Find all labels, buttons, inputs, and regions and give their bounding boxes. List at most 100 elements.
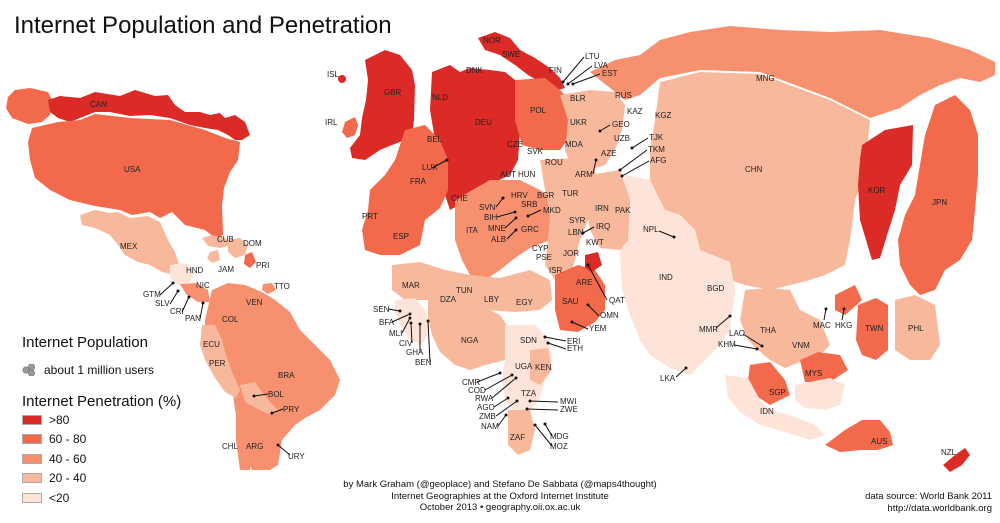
label-nic: NIC (196, 281, 210, 290)
label-lux: LUX (422, 163, 438, 172)
legend-class-label: >80 (49, 412, 70, 427)
label-sgp: SGP (769, 388, 786, 397)
label-ven: VEN (246, 298, 263, 307)
country-tur-region (540, 158, 600, 280)
label-nld: NLD (432, 93, 448, 102)
label-lby: LBY (484, 295, 500, 304)
country-gbr (350, 50, 415, 160)
credits-authors: by Mark Graham (@geoplace) and Stefano D… (343, 479, 657, 490)
legend-population-item: about 1 million users (22, 363, 181, 377)
legend-class-label: 40 - 60 (49, 451, 87, 466)
label-sen: SEN (373, 305, 390, 314)
label-pri: PRI (256, 261, 269, 270)
label-cze: CZE (507, 140, 523, 149)
swatch-40-60 (22, 453, 42, 464)
country-dom (228, 238, 248, 258)
label-mys: MYS (805, 369, 822, 378)
label-mli: MLI (389, 329, 402, 338)
label-zwe: ZWE (560, 405, 578, 414)
legend-population-heading: Internet Population (22, 334, 148, 351)
label-zmb: ZMB (479, 412, 496, 421)
label-lao: LAO (729, 329, 745, 338)
label-phl: PHL (908, 324, 924, 333)
label-kor: KOR (868, 186, 886, 195)
label-dza: DZA (440, 295, 457, 304)
label-blr: BLR (570, 94, 586, 103)
label-alb: ALB (491, 235, 506, 244)
country-irl (342, 117, 358, 138)
country-phl (895, 295, 940, 360)
label-ita: ITA (466, 226, 479, 235)
country-alaska (6, 88, 52, 124)
label-kgz: KGZ (655, 111, 672, 120)
swatch-20-40 (22, 473, 42, 484)
country-pol-rus-west (515, 78, 575, 150)
label-nor: NOR (483, 36, 501, 45)
label-sdn: SDN (520, 336, 537, 345)
hex-cluster-icon (22, 364, 35, 376)
label-ben: BEN (415, 358, 432, 367)
label-kaz: KAZ (627, 107, 643, 116)
country-usa (28, 114, 240, 238)
label-bol: BOL (268, 390, 285, 399)
swatch-over-80 (22, 414, 42, 425)
label-rou: ROU (545, 158, 563, 167)
label-egy: EGY (516, 298, 534, 307)
country-east-europe (560, 90, 625, 170)
country-hkg (835, 285, 862, 315)
legend-class-label: <20 (49, 490, 70, 505)
label-tkm: TKM (648, 145, 665, 154)
label-slv: SLV (155, 299, 170, 308)
credits-institute: Internet Geographies at the Oxford Inter… (391, 490, 609, 502)
region-north-america (6, 88, 276, 302)
label-cub: CUB (217, 235, 234, 244)
label-zaf: ZAF (510, 433, 525, 442)
country-chn (650, 72, 870, 290)
country-jam (207, 250, 220, 263)
label-gha: GHA (406, 348, 424, 357)
label-irq: IRQ (596, 222, 610, 231)
label-nam: NAM (481, 422, 499, 431)
label-aze: AZE (601, 149, 617, 158)
country-jpn (898, 95, 978, 295)
label-jam: JAM (218, 265, 234, 274)
region-asia (585, 26, 995, 440)
legend-class-label: 60 - 80 (49, 432, 87, 447)
label-qat: QAT (609, 296, 625, 305)
country-kor (858, 125, 913, 260)
legend-class-1: >80 (22, 410, 181, 430)
country-north-africa (392, 262, 552, 312)
label-che: CHE (451, 194, 468, 203)
country-aus (825, 420, 893, 452)
country-cri (180, 283, 210, 302)
legend-class-4: 20 - 40 (22, 469, 181, 489)
country-isl (338, 75, 346, 83)
label-moz: MOZ (550, 442, 568, 451)
label-sau: SAU (562, 297, 579, 306)
country-sau (555, 265, 605, 332)
region-africa (392, 262, 552, 455)
label-fra: FRA (410, 177, 427, 186)
source-url: http://data.worldbank.org (887, 502, 992, 514)
legend-class-2: 60 - 80 (22, 430, 181, 450)
label-eri: ERI (567, 337, 580, 346)
label-tha: THA (760, 326, 777, 335)
label-tto: TTO (274, 282, 290, 291)
label-bra: BRA (278, 371, 295, 380)
label-ind: IND (659, 273, 673, 282)
country-labels: CAN USA MEX CUB DOM JAM PRI HND NIC GTM … (90, 36, 957, 461)
data-source: data source: World Bank 2011 http://data… (865, 491, 992, 514)
label-irl: IRL (325, 118, 338, 127)
country-are-qat (585, 252, 602, 272)
label-per: PER (209, 359, 226, 368)
legend-population-label: about 1 million users (44, 363, 155, 377)
legend-class-3: 40 - 60 (22, 449, 181, 469)
country-bol (240, 382, 278, 414)
country-ecu-per (200, 325, 240, 398)
country-sgp (748, 362, 790, 405)
country-nzl (943, 448, 970, 472)
label-swe: SWE (502, 50, 520, 59)
label-mda: MDA (565, 140, 583, 149)
label-ago: AGO (477, 403, 495, 412)
country-mys (800, 352, 848, 382)
